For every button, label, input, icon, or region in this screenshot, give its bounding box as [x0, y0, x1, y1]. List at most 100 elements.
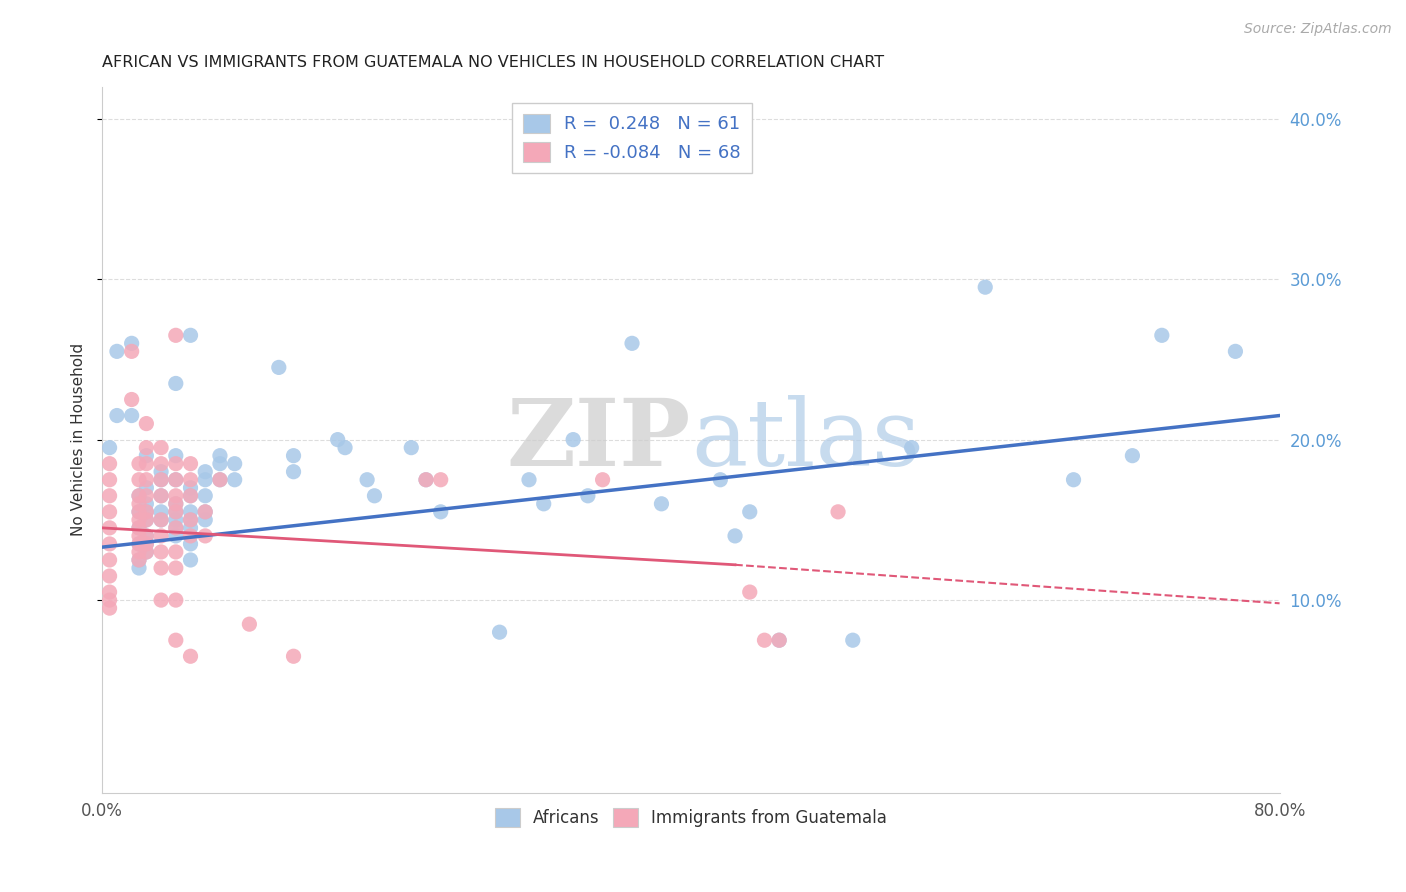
Text: ZIP: ZIP: [506, 394, 690, 484]
Legend: Africans, Immigrants from Guatemala: Africans, Immigrants from Guatemala: [488, 802, 894, 834]
Point: [165, 489, 187, 503]
Point: [150, 545, 173, 559]
Point: [98, 457, 121, 471]
Point: [128, 553, 150, 567]
Point: [150, 441, 173, 455]
Point: [135, 481, 157, 495]
Point: [165, 561, 187, 575]
Point: [128, 489, 150, 503]
Point: [165, 328, 187, 343]
Point: [180, 513, 202, 527]
Point: [98, 569, 121, 583]
Point: [650, 497, 672, 511]
Point: [121, 344, 143, 359]
Point: [121, 392, 143, 407]
Point: [128, 521, 150, 535]
Point: [180, 489, 202, 503]
Point: [208, 449, 231, 463]
Point: [150, 505, 173, 519]
Point: [974, 280, 997, 294]
Point: [194, 505, 217, 519]
Point: [326, 433, 349, 447]
Point: [150, 593, 173, 607]
Point: [128, 537, 150, 551]
Point: [135, 449, 157, 463]
Point: [180, 529, 202, 543]
Point: [768, 633, 790, 648]
Point: [150, 529, 173, 543]
Point: [194, 465, 217, 479]
Point: [128, 497, 150, 511]
Point: [165, 497, 187, 511]
Point: [180, 473, 202, 487]
Point: [135, 513, 157, 527]
Text: atlas: atlas: [690, 394, 920, 484]
Point: [98, 521, 121, 535]
Point: [150, 561, 173, 575]
Point: [415, 473, 437, 487]
Point: [135, 505, 157, 519]
Point: [105, 409, 128, 423]
Text: Source: ZipAtlas.com: Source: ZipAtlas.com: [1244, 22, 1392, 37]
Text: AFRICAN VS IMMIGRANTS FROM GUATEMALA NO VEHICLES IN HOUSEHOLD CORRELATION CHART: AFRICAN VS IMMIGRANTS FROM GUATEMALA NO …: [103, 55, 884, 70]
Point: [180, 521, 202, 535]
Point: [208, 457, 231, 471]
Point: [98, 489, 121, 503]
Point: [827, 505, 849, 519]
Point: [165, 473, 187, 487]
Point: [165, 521, 187, 535]
Point: [150, 489, 173, 503]
Point: [150, 473, 173, 487]
Point: [128, 529, 150, 543]
Point: [415, 473, 437, 487]
Point: [121, 409, 143, 423]
Point: [194, 489, 217, 503]
Point: [98, 585, 121, 599]
Point: [128, 545, 150, 559]
Point: [128, 537, 150, 551]
Point: [135, 473, 157, 487]
Point: [724, 529, 747, 543]
Point: [363, 489, 385, 503]
Point: [135, 537, 157, 551]
Point: [135, 545, 157, 559]
Point: [1121, 449, 1143, 463]
Point: [517, 473, 540, 487]
Point: [165, 449, 187, 463]
Point: [238, 617, 260, 632]
Point: [180, 537, 202, 551]
Point: [135, 529, 157, 543]
Point: [621, 336, 644, 351]
Point: [135, 489, 157, 503]
Point: [135, 417, 157, 431]
Point: [180, 457, 202, 471]
Point: [135, 513, 157, 527]
Point: [150, 513, 173, 527]
Point: [738, 505, 761, 519]
Point: [194, 473, 217, 487]
Point: [135, 537, 157, 551]
Point: [754, 633, 776, 648]
Point: [1225, 344, 1247, 359]
Point: [135, 497, 157, 511]
Point: [128, 553, 150, 567]
Point: [1063, 473, 1085, 487]
Point: [98, 537, 121, 551]
Point: [429, 505, 451, 519]
Point: [98, 505, 121, 519]
Point: [135, 505, 157, 519]
Point: [356, 473, 378, 487]
Point: [592, 473, 614, 487]
Point: [128, 505, 150, 519]
Point: [150, 473, 173, 487]
Point: [533, 497, 555, 511]
Point: [165, 505, 187, 519]
Point: [180, 553, 202, 567]
Point: [194, 529, 217, 543]
Point: [180, 649, 202, 664]
Point: [98, 553, 121, 567]
Y-axis label: No Vehicles in Household: No Vehicles in Household: [72, 343, 86, 536]
Point: [165, 376, 187, 391]
Point: [150, 513, 173, 527]
Point: [562, 433, 585, 447]
